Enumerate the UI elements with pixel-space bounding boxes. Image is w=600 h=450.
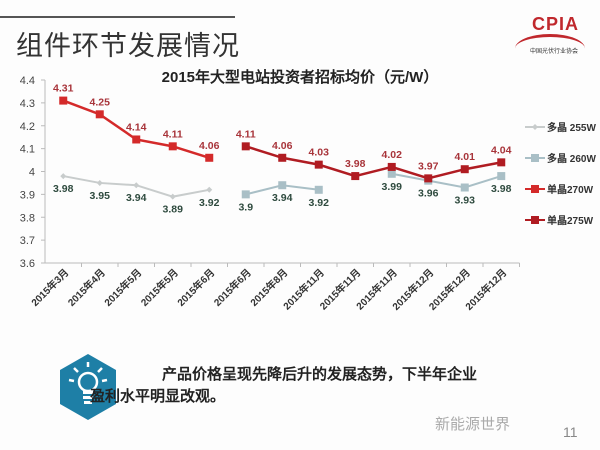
data-point bbox=[168, 142, 177, 151]
y-tick-label: 3.8 bbox=[20, 212, 35, 224]
y-tick-label: 3.9 bbox=[20, 189, 35, 201]
watermark: 新能源世界 bbox=[435, 416, 511, 433]
data-point bbox=[133, 182, 140, 189]
logo-subtitle: 中国光伏行业协会 bbox=[530, 49, 579, 55]
x-tick-label: 2015年6月 bbox=[174, 266, 217, 309]
legend-marker bbox=[531, 185, 539, 193]
data-label: 3.94 bbox=[126, 192, 147, 204]
data-label: 3.98 bbox=[53, 183, 74, 195]
legend-label: 单晶270W bbox=[547, 183, 594, 196]
data-point bbox=[387, 162, 396, 171]
data-point bbox=[314, 185, 323, 194]
data-point bbox=[424, 174, 433, 183]
series-line bbox=[391, 172, 502, 189]
data-label: 3.98 bbox=[345, 158, 366, 170]
price-chart: 2015年大型电站投资者招标均价（元/W）3.63.73.83.944.14.2… bbox=[20, 68, 597, 313]
data-label: 4.03 bbox=[309, 147, 330, 159]
data-point bbox=[241, 142, 250, 151]
tip-line-1: 产品价格呈现先降后升的发展态势，下半年企业 bbox=[162, 366, 478, 383]
legend-label: 多晶 255W bbox=[547, 121, 596, 134]
x-tick-label: 2015年4月 bbox=[65, 266, 108, 309]
data-point bbox=[278, 153, 287, 162]
y-tick-label: 4.4 bbox=[20, 75, 35, 87]
y-tick-label: 4.3 bbox=[20, 98, 35, 110]
data-label: 4.06 bbox=[272, 140, 293, 152]
y-tick-label: 4 bbox=[29, 167, 35, 179]
page-number: 11 bbox=[563, 424, 578, 440]
data-point bbox=[95, 110, 104, 119]
legend-label: 多晶 260W bbox=[547, 152, 596, 165]
x-tick-label: 2015年5月 bbox=[101, 266, 144, 309]
slide-title: 组件环节发展情况 bbox=[16, 31, 240, 61]
data-label: 4.02 bbox=[382, 149, 403, 161]
logo-text: CPIA bbox=[532, 14, 580, 34]
data-label: 4.25 bbox=[90, 96, 111, 108]
data-point bbox=[314, 160, 323, 169]
x-tick-label: 2015年3月 bbox=[28, 266, 71, 309]
data-label: 4.01 bbox=[455, 151, 476, 163]
lightbulb-icon bbox=[60, 354, 116, 420]
series-line bbox=[245, 145, 502, 180]
legend-marker bbox=[531, 154, 539, 162]
data-label: 3.97 bbox=[418, 160, 439, 172]
data-point bbox=[460, 165, 469, 174]
data-label: 3.92 bbox=[199, 197, 220, 209]
data-label: 4.31 bbox=[53, 83, 74, 95]
logo-arc bbox=[515, 34, 585, 63]
data-label: 3.89 bbox=[163, 204, 184, 216]
data-point bbox=[169, 193, 176, 200]
data-point bbox=[497, 158, 506, 167]
y-tick-label: 3.7 bbox=[20, 235, 35, 247]
x-tick-label: 2015年5月 bbox=[138, 266, 181, 309]
data-label: 4.11 bbox=[163, 128, 183, 140]
data-label: 3.94 bbox=[272, 192, 293, 204]
data-label: 3.93 bbox=[455, 195, 476, 207]
data-label: 4.06 bbox=[199, 140, 220, 152]
data-label: 3.9 bbox=[238, 201, 253, 213]
data-point bbox=[132, 135, 141, 144]
title-rule bbox=[0, 16, 235, 18]
cpia-logo: CPIA 中国光伏行业协会 bbox=[510, 8, 590, 63]
data-label: 4.04 bbox=[491, 144, 512, 156]
data-point bbox=[497, 172, 506, 181]
data-point bbox=[460, 183, 469, 192]
y-tick-label: 4.1 bbox=[20, 144, 35, 156]
data-label: 3.96 bbox=[418, 188, 439, 200]
legend-marker bbox=[531, 216, 539, 224]
data-label: 3.92 bbox=[309, 197, 330, 209]
chart-title: 2015年大型电站投资者招标均价（元/W） bbox=[162, 68, 439, 86]
tip-line-2: 盈利水平明显改观。 bbox=[90, 388, 226, 405]
data-point bbox=[241, 190, 250, 199]
data-point bbox=[205, 153, 214, 162]
data-label: 3.95 bbox=[90, 190, 111, 202]
data-point bbox=[59, 96, 68, 105]
data-label: 4.11 bbox=[236, 128, 256, 140]
data-label: 3.98 bbox=[491, 183, 512, 195]
data-point bbox=[351, 172, 360, 181]
data-point bbox=[387, 169, 396, 178]
y-tick-label: 3.6 bbox=[20, 258, 35, 270]
data-point bbox=[60, 173, 67, 180]
data-point bbox=[96, 179, 103, 186]
data-label: 4.14 bbox=[126, 121, 147, 133]
legend-label: 单晶275W bbox=[547, 214, 594, 227]
x-tick-label: 2015年6月 bbox=[211, 266, 254, 309]
data-label: 3.99 bbox=[382, 181, 403, 193]
y-tick-label: 4.2 bbox=[20, 121, 35, 133]
tip-text: 产品价格呈现先降后升的发展态势，下半年企业 盈利水平明显改观。 bbox=[90, 364, 526, 408]
legend-marker bbox=[532, 124, 538, 130]
data-point bbox=[206, 186, 213, 193]
data-point bbox=[278, 181, 287, 190]
